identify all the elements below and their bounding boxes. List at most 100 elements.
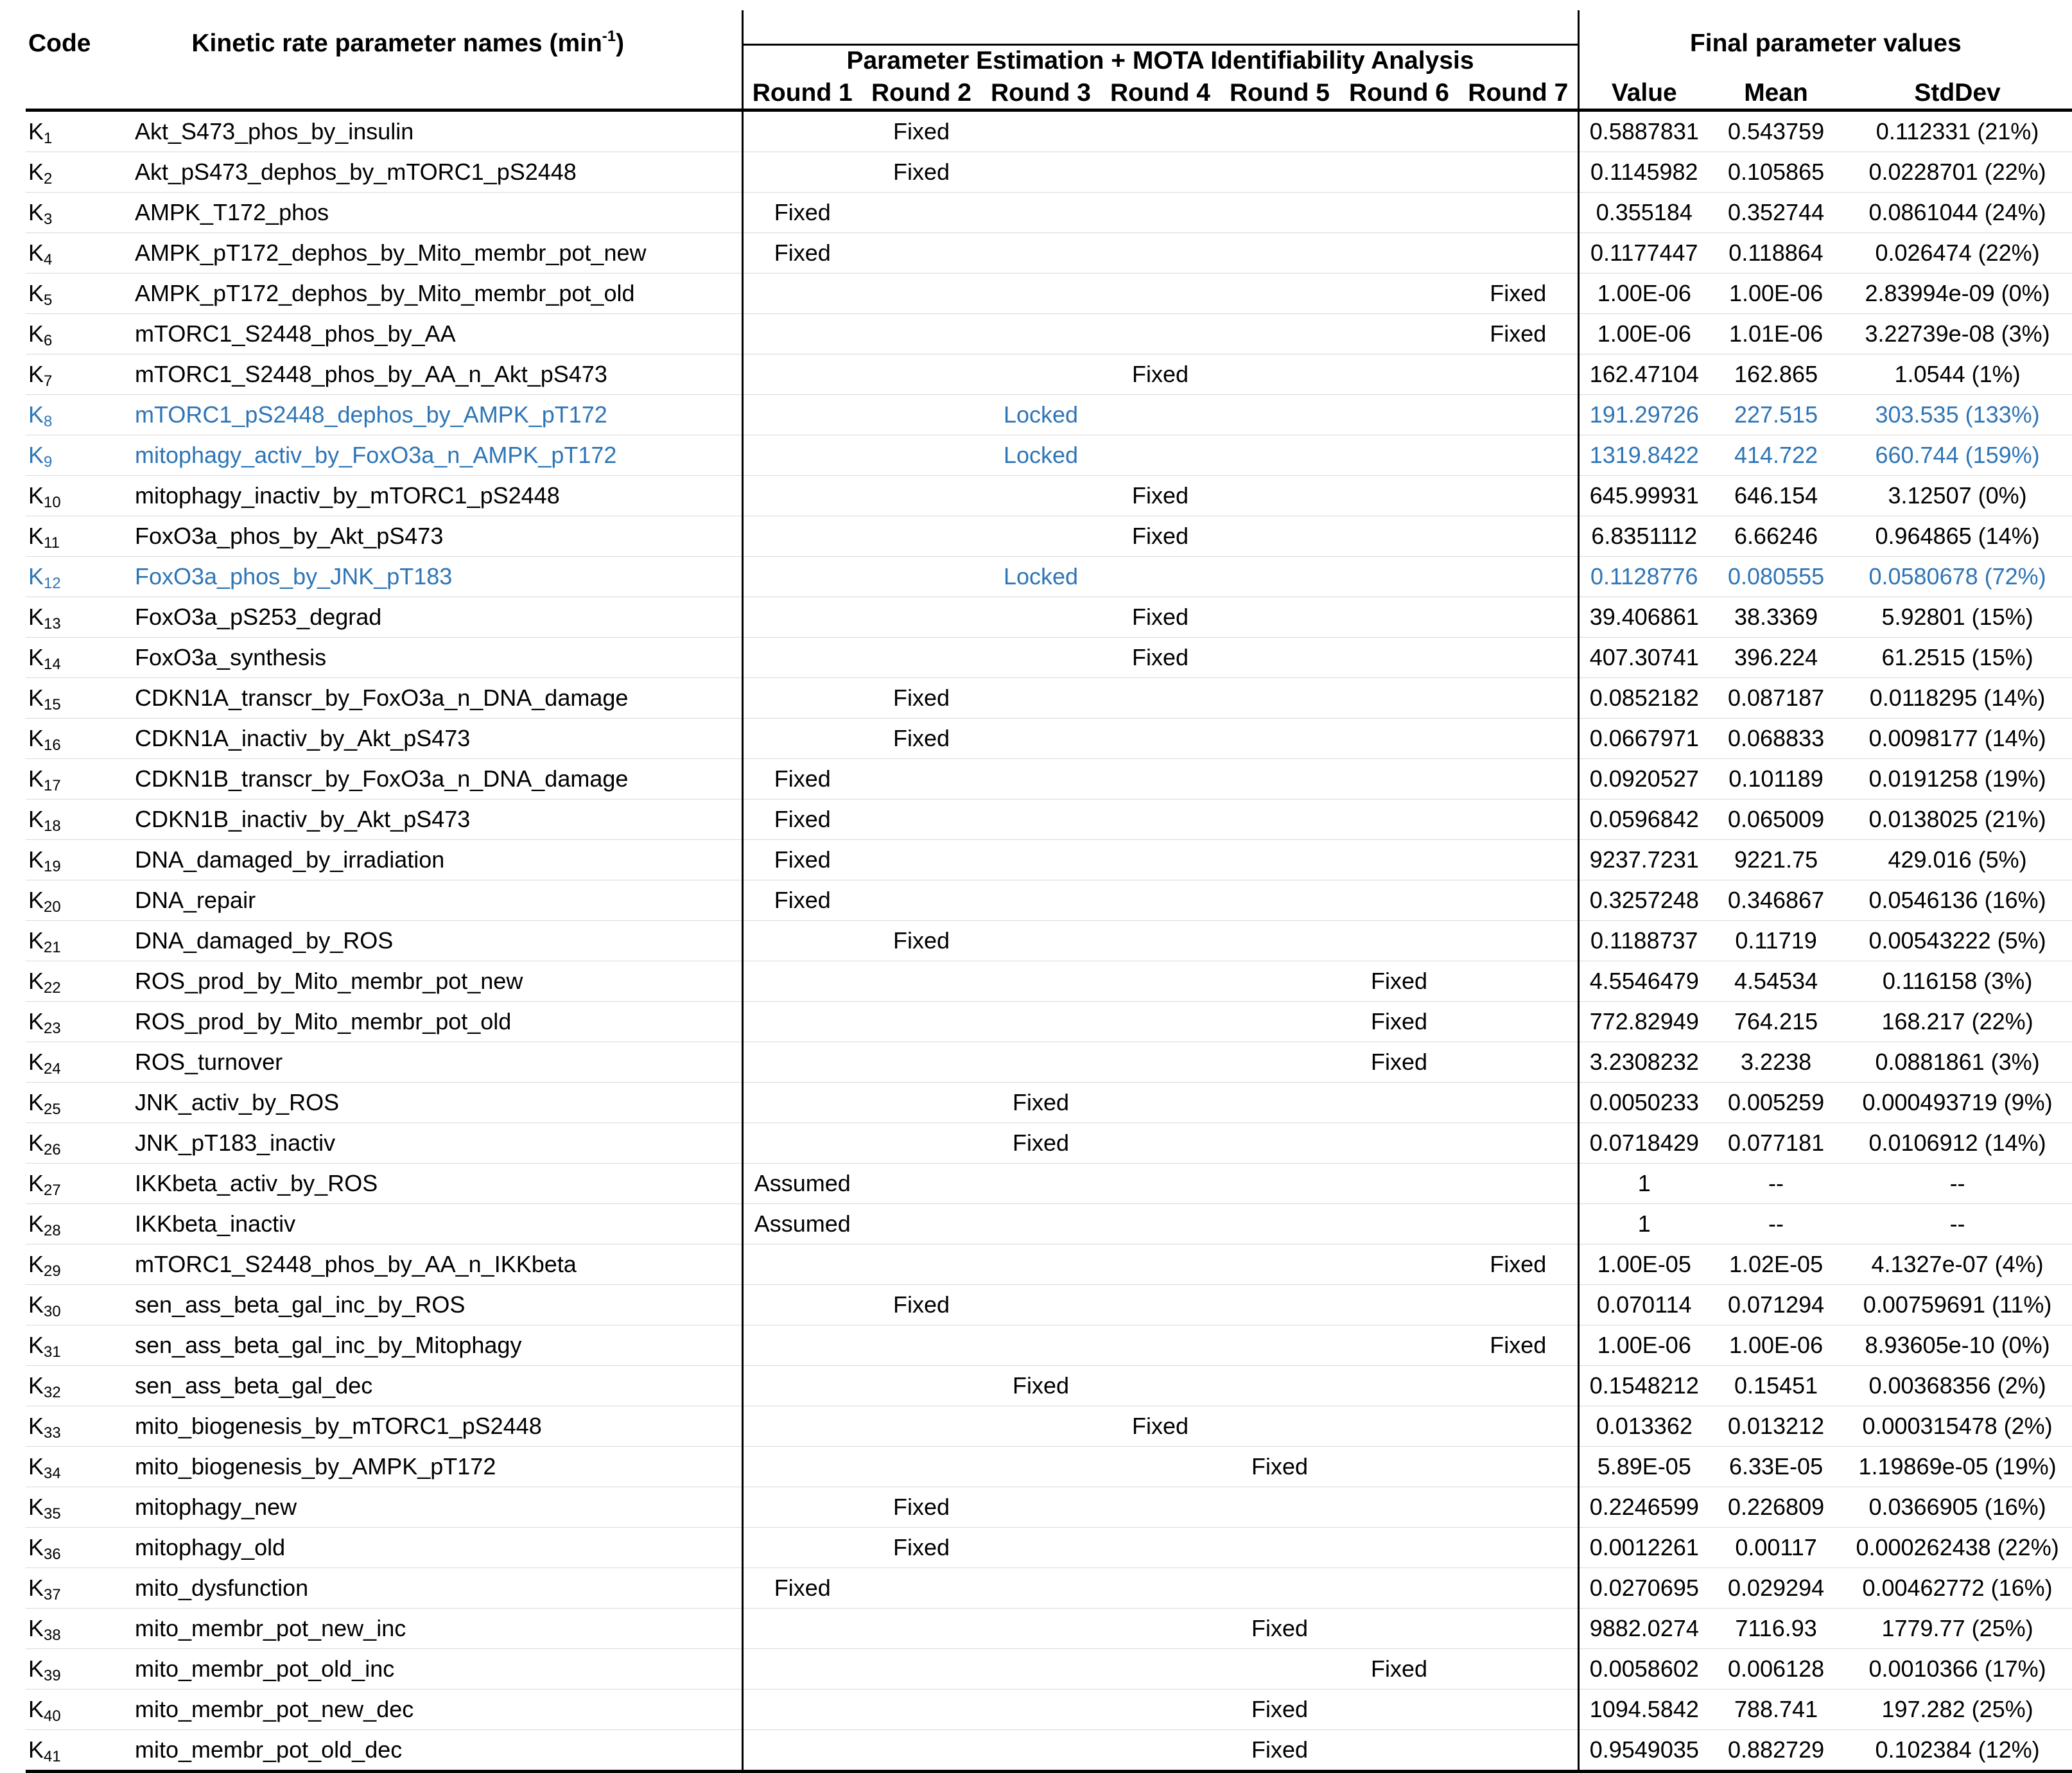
round-7-cell [1459, 556, 1579, 597]
parameter-stddev: 0.964865 (14%) [1843, 516, 2072, 557]
round-6-cell [1339, 839, 1459, 880]
parameter-code-index: 8 [44, 413, 53, 430]
parameter-code-index: 35 [44, 1505, 61, 1523]
parameter-mean: 396.224 [1709, 637, 1843, 678]
header-blank-name [100, 76, 742, 112]
parameter-value: 0.1128776 [1577, 556, 1710, 597]
parameter-name: sen_ass_beta_gal_dec [100, 1365, 742, 1406]
parameter-code-index: 17 [44, 777, 61, 794]
parameter-code: K4 [26, 232, 100, 274]
round-7-cell [1459, 354, 1579, 395]
parameter-code: K16 [26, 718, 100, 759]
parameter-code: K34 [26, 1446, 100, 1487]
round-4-cell [1101, 1487, 1220, 1528]
parameter-stddev: 8.93605e-10 (0%) [1843, 1325, 2072, 1366]
parameter-stddev: 0.0098177 (14%) [1843, 718, 2072, 759]
round-3-cell [981, 313, 1101, 354]
table-row: K1 Akt_S473_phos_by_insulin Fixed 0.5887831… [26, 110, 2072, 152]
parameter-name: ROS_turnover [100, 1042, 742, 1083]
parameter-mean: 0.543759 [1709, 110, 1843, 152]
round-6-cell: Fixed [1339, 1001, 1459, 1042]
parameter-value: 0.355184 [1577, 192, 1710, 233]
round-3-cell [981, 1163, 1101, 1204]
round-7-cell [1459, 677, 1579, 719]
parameter-name: JNK_pT183_inactiv [100, 1122, 742, 1164]
round-4-cell [1101, 1163, 1220, 1204]
parameter-value: 645.99931 [1577, 475, 1710, 516]
parameter-name: sen_ass_beta_gal_inc_by_Mitophagy [100, 1325, 742, 1366]
round-1-cell: Fixed [741, 1568, 862, 1609]
table-row: K22 ROS_prod_by_Mito_membr_pot_new Fixed 4.… [26, 961, 2072, 1002]
round-3-cell [981, 961, 1101, 1002]
round-2-cell [862, 880, 981, 921]
parameter-name: IKKbeta_inactiv [100, 1203, 742, 1245]
round-2-cell [862, 637, 981, 678]
round-3-cell [981, 1203, 1101, 1245]
table-row: K27 IKKbeta_activ_by_ROS Assumed 1 -- -- [26, 1163, 2072, 1204]
parameter-stddev: 1779.77 (25%) [1843, 1608, 2072, 1649]
parameter-code: K3 [26, 192, 100, 233]
parameter-mean: 0.080555 [1709, 556, 1843, 597]
round-5-cell [1220, 1568, 1339, 1609]
round-1-cell [741, 1284, 862, 1325]
table-row: K39 mito_membr_pot_old_inc Fixed 0.0058602 0… [26, 1648, 2072, 1690]
round-7-cell [1459, 1082, 1579, 1123]
round-4-cell [1101, 920, 1220, 961]
round-3-cell: Locked [981, 556, 1101, 597]
round-5-cell [1220, 1082, 1339, 1123]
round-5-cell [1220, 273, 1339, 314]
round-3-header: Round 3 [981, 76, 1101, 112]
round-4-cell [1101, 799, 1220, 840]
round-1-cell [741, 677, 862, 719]
parameter-stddev: 0.0861044 (24%) [1843, 192, 2072, 233]
names-header-close: ) [616, 29, 625, 57]
names-header-exponent: -1 [602, 27, 616, 45]
round-1-cell [741, 556, 862, 597]
parameter-code-index: 23 [44, 1020, 61, 1037]
round-7-cell [1459, 718, 1579, 759]
parameter-stddev: 0.0580678 (72%) [1843, 556, 2072, 597]
round-6-cell [1339, 880, 1459, 921]
parameter-value: 1.00E-06 [1577, 273, 1710, 314]
parameter-code: K36 [26, 1527, 100, 1568]
parameter-value: 39.406861 [1577, 597, 1710, 638]
parameter-code: K39 [26, 1648, 100, 1690]
parameter-stddev: 61.2515 (15%) [1843, 637, 2072, 678]
round-2-cell [862, 394, 981, 435]
parameter-value: 0.0920527 [1577, 758, 1710, 799]
parameter-stddev: 0.116158 (3%) [1843, 961, 2072, 1002]
round-1-cell: Fixed [741, 799, 862, 840]
round-4-cell [1101, 1082, 1220, 1123]
parameter-value: 0.1548212 [1577, 1365, 1710, 1406]
parameter-mean: 0.087187 [1709, 677, 1843, 719]
round-4-cell [1101, 435, 1220, 476]
parameter-name: Akt_S473_phos_by_insulin [100, 110, 742, 152]
parameter-value: 0.0667971 [1577, 718, 1710, 759]
round-2-cell [862, 556, 981, 597]
parameter-mean: 0.068833 [1709, 718, 1843, 759]
round-2-cell [862, 799, 981, 840]
round-6-cell [1339, 1365, 1459, 1406]
parameter-code-index: 26 [44, 1141, 61, 1158]
parameter-code-index: 4 [44, 251, 53, 268]
round-4-cell [1101, 677, 1220, 719]
round-6-cell [1339, 758, 1459, 799]
round-3-cell [981, 110, 1101, 152]
round-6-cell [1339, 1122, 1459, 1164]
parameter-stddev: 168.217 (22%) [1843, 1001, 2072, 1042]
table-row: K21 DNA_damaged_by_ROS Fixed 0.1188737 0.117… [26, 920, 2072, 961]
round-6-cell [1339, 1203, 1459, 1245]
round-4-cell [1101, 232, 1220, 274]
round-2-cell: Fixed [862, 152, 981, 193]
round-1-cell [741, 1608, 862, 1649]
parameter-code: K19 [26, 839, 100, 880]
parameter-value: 1319.8422 [1577, 435, 1710, 476]
round-1-cell [741, 313, 862, 354]
round-6-cell [1339, 475, 1459, 516]
header-spacer [741, 10, 1579, 45]
parameter-code-index: 12 [44, 575, 61, 592]
round-5-cell [1220, 1163, 1339, 1204]
round-2-cell [862, 435, 981, 476]
parameter-stddev: 0.026474 (22%) [1843, 232, 2072, 274]
parameter-value: 1 [1577, 1163, 1710, 1204]
